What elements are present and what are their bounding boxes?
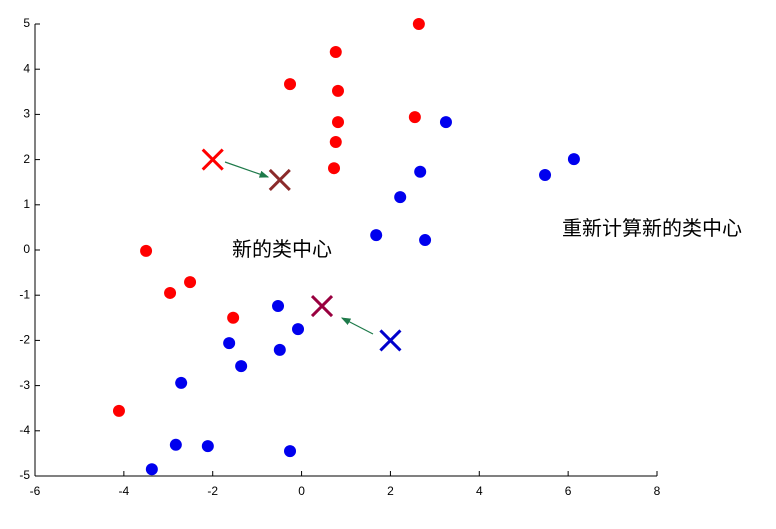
point xyxy=(201,440,214,453)
point xyxy=(414,165,427,178)
point xyxy=(419,234,432,247)
point xyxy=(175,376,188,389)
point xyxy=(332,116,345,129)
y-tick-label: -5 xyxy=(19,468,30,482)
y-tick-label: -4 xyxy=(19,423,30,437)
point xyxy=(164,286,177,299)
arrow xyxy=(340,317,374,335)
point xyxy=(408,111,421,124)
point xyxy=(328,162,341,175)
y-tick-label: 1 xyxy=(23,197,30,211)
point xyxy=(292,323,305,336)
point xyxy=(412,18,425,30)
point xyxy=(112,404,125,417)
point xyxy=(235,360,248,373)
x-tick-label: -2 xyxy=(207,484,218,498)
point xyxy=(284,445,297,458)
point xyxy=(394,191,407,204)
x-tick-label: 4 xyxy=(476,484,483,498)
point xyxy=(223,337,236,350)
y-tick-label: 4 xyxy=(23,61,30,75)
y-tick-label: -2 xyxy=(19,333,30,347)
point xyxy=(273,343,286,356)
point xyxy=(284,78,297,91)
point xyxy=(169,438,182,451)
point xyxy=(539,168,552,181)
x-tick-label: 6 xyxy=(565,484,572,498)
point xyxy=(370,229,383,242)
point xyxy=(140,244,153,257)
x-tick-label: 2 xyxy=(387,484,394,498)
x-tick-label: -4 xyxy=(119,484,130,498)
point xyxy=(332,84,345,97)
y-tick-label: -3 xyxy=(19,378,30,392)
point xyxy=(329,46,342,59)
centroid xyxy=(310,294,334,318)
y-tick-label: -1 xyxy=(19,287,30,301)
x-tick-label: 0 xyxy=(298,484,305,498)
annotation: 重新计算新的类中心 xyxy=(562,216,742,240)
point xyxy=(329,135,342,148)
y-tick-label: 2 xyxy=(23,152,30,166)
centroid xyxy=(268,168,291,192)
point xyxy=(567,153,580,166)
y-tick-label: 3 xyxy=(23,107,30,121)
point xyxy=(145,463,158,476)
annotation: 新的类中心 xyxy=(232,237,332,261)
x-tick-label: -6 xyxy=(30,484,41,498)
y-tick-label: 0 xyxy=(23,242,30,256)
point xyxy=(184,276,197,289)
arrow xyxy=(224,161,270,178)
point xyxy=(439,116,452,129)
centroid xyxy=(201,148,224,171)
centroid xyxy=(379,329,402,352)
y-tick-label: 5 xyxy=(23,16,30,30)
point xyxy=(227,311,240,324)
x-tick-label: 8 xyxy=(654,484,661,498)
point xyxy=(272,300,285,313)
